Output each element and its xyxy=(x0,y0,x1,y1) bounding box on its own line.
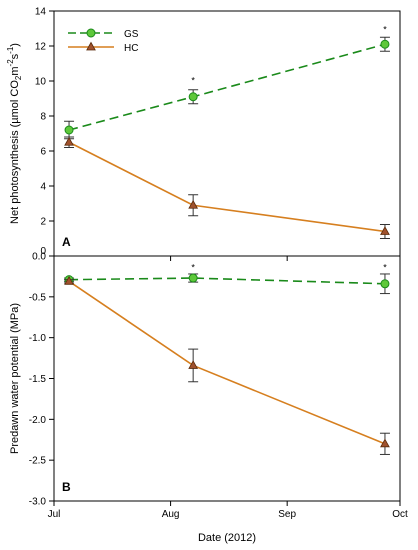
y-tick-label: 8 xyxy=(40,112,46,123)
panel-a-label: A xyxy=(62,235,71,249)
x-tick-label: Jul xyxy=(48,509,61,520)
panel-b-axes: 0.0 -0.5 -1.0 -1.5 -2.0 -2.5 -3.0 xyxy=(29,252,401,508)
y-tick-label: -2.0 xyxy=(29,415,47,426)
legend-marker xyxy=(86,41,96,51)
x-tick-label: Sep xyxy=(278,509,296,520)
panel-b: 0.0-0.5-1.0-1.5-2.0-2.5-3.0 * * B Predawn… xyxy=(9,252,401,508)
series-line-gs xyxy=(68,43,386,131)
panel-a-series: ** xyxy=(64,25,390,239)
y-tick-label: -0.5 xyxy=(29,292,47,303)
ylabel-part: m xyxy=(9,66,21,75)
ylabel-sup: -1 xyxy=(6,46,15,54)
ylabel-sup: -2 xyxy=(6,59,15,67)
series-line-hc xyxy=(68,141,386,233)
y-tick-label: -1.5 xyxy=(29,374,47,385)
panel-b-series: * * xyxy=(64,263,390,455)
data-point-gs xyxy=(380,279,390,289)
legend-marker xyxy=(86,28,96,38)
series-line-hc xyxy=(68,280,386,445)
data-point-gs xyxy=(188,92,198,102)
ylabel-part: s xyxy=(9,53,21,59)
y-tick-label: 4 xyxy=(40,182,46,193)
significance-marker: * xyxy=(191,263,195,273)
x-tick-label: Aug xyxy=(162,509,180,520)
y-tick-label: 0.0 xyxy=(32,252,46,263)
panel-b-ylabel: Predawn water potential (MPa) xyxy=(9,303,21,454)
panel-b-label: B xyxy=(62,480,71,494)
significance-marker: * xyxy=(383,263,387,273)
y-tick-label: 10 xyxy=(35,77,47,88)
panel-a-ylabel: Net photosynthesis (µmol CO2m-2s-1) xyxy=(6,43,23,224)
y-tick-label: -3.0 xyxy=(29,497,47,508)
y-tick-label: 6 xyxy=(40,147,46,158)
y-tick-label: 2 xyxy=(40,217,46,228)
y-tick-label: 12 xyxy=(35,42,47,53)
ylabel-sub: 2 xyxy=(14,75,23,80)
y-tick-label: -1.0 xyxy=(29,333,47,344)
x-tick-label: Oct xyxy=(392,509,408,520)
data-point-hc xyxy=(64,275,74,285)
y-tick-label: -2.5 xyxy=(29,456,47,467)
ylabel-part: ) xyxy=(9,43,21,47)
data-point-hc xyxy=(188,360,199,369)
data-point-hc xyxy=(188,199,199,209)
data-point-hc xyxy=(64,136,74,146)
legend: GS HC xyxy=(68,28,139,54)
x-axis: Jul Aug Sep Oct xyxy=(48,509,408,520)
data-point-hc xyxy=(380,438,390,448)
x-axis-label: Date (2012) xyxy=(198,532,256,544)
data-point-hc xyxy=(380,226,390,235)
y-tick-label: 0 xyxy=(40,246,46,257)
data-point-gs xyxy=(380,39,390,49)
data-point-gs xyxy=(188,273,198,283)
ylabel-part: Net photosynthesis (µmol CO xyxy=(9,80,21,224)
legend-label: GS xyxy=(124,29,139,40)
significance-marker: * xyxy=(191,75,195,85)
significance-marker: * xyxy=(383,25,387,35)
legend-label: HC xyxy=(124,43,138,54)
y-tick-label: 14 xyxy=(35,7,47,18)
data-point-gs xyxy=(64,125,74,135)
series-line-gs xyxy=(69,277,385,285)
